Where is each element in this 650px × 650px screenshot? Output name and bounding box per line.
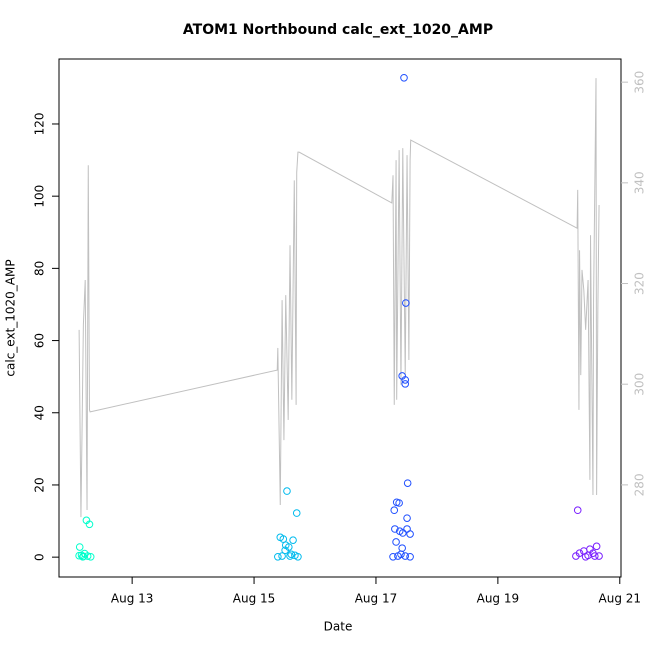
- point: [392, 538, 400, 546]
- y2-tick-label: 360: [633, 71, 647, 94]
- y-tick-label: 100: [33, 185, 47, 208]
- point: [406, 552, 414, 561]
- x-tick-label: Aug 17: [355, 592, 398, 606]
- point: [572, 552, 580, 560]
- point: [402, 299, 410, 307]
- point: [389, 552, 397, 561]
- y-tick-label: 20: [33, 477, 47, 492]
- point: [286, 552, 294, 560]
- point: [403, 514, 411, 522]
- x-axis-label: Date: [324, 620, 353, 634]
- point: [278, 552, 286, 560]
- point: [289, 536, 297, 544]
- point: [401, 376, 410, 384]
- line: [78, 78, 600, 518]
- point: [86, 552, 95, 561]
- point: [390, 506, 399, 515]
- point: [294, 552, 302, 561]
- chart-title: ATOM1 Northbound calc_ext_1020_AMP: [183, 22, 493, 38]
- y-tick-label: 120: [33, 113, 47, 136]
- point: [281, 541, 290, 550]
- point: [391, 525, 399, 533]
- point: [406, 530, 414, 538]
- point: [287, 550, 296, 559]
- y2-tick-label: 300: [633, 373, 647, 396]
- x-tick-label: Aug 13: [111, 592, 154, 606]
- y-tick-label: 40: [33, 405, 47, 420]
- point: [403, 479, 412, 487]
- y-tick-label: 60: [33, 333, 47, 348]
- point: [75, 543, 84, 551]
- point: [401, 552, 410, 560]
- y2-tick-label: 280: [633, 473, 647, 496]
- point: [397, 550, 405, 559]
- y2-tick-label: 340: [633, 171, 647, 194]
- point: [78, 552, 87, 561]
- y-axis-label: calc_ext_1020_AMP: [4, 259, 18, 376]
- point: [584, 551, 592, 560]
- point: [398, 544, 406, 552]
- point: [398, 529, 407, 537]
- x-tick-label: Aug 21: [599, 592, 642, 606]
- point: [85, 520, 94, 529]
- point: [592, 542, 601, 551]
- y2-tick-label: 320: [633, 272, 647, 295]
- point: [292, 509, 301, 517]
- point: [595, 552, 603, 560]
- point: [573, 506, 582, 515]
- point: [401, 380, 410, 388]
- y-tick-label: 0: [33, 553, 47, 561]
- point: [283, 487, 291, 495]
- x-tick-label: Aug 19: [477, 592, 520, 606]
- x-tick-label: Aug 15: [233, 592, 276, 606]
- point: [274, 552, 282, 561]
- point: [400, 73, 408, 82]
- plot-frame: [58, 58, 622, 578]
- point: [395, 499, 403, 507]
- y-tick-label: 80: [33, 261, 47, 276]
